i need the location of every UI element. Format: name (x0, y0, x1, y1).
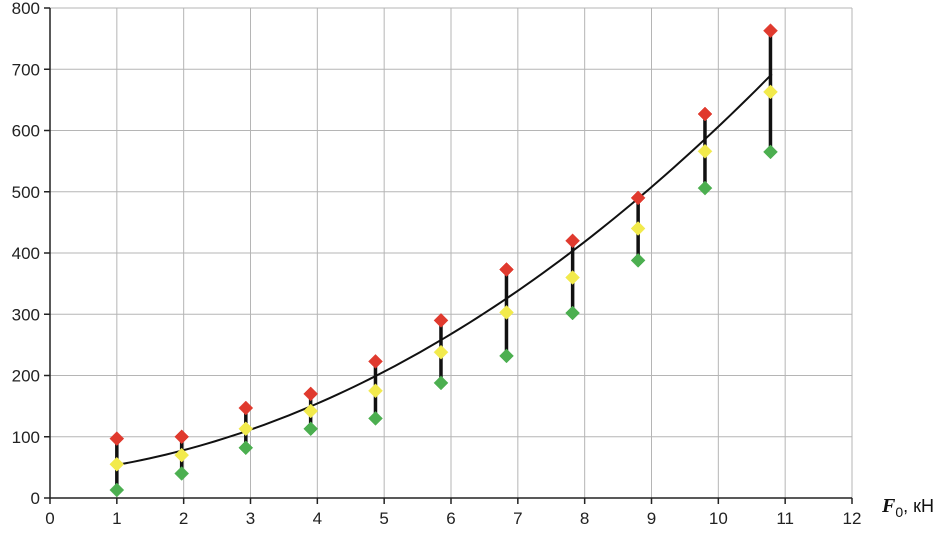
x-tick-label: 12 (843, 509, 862, 528)
marker-lower (174, 466, 190, 481)
x-axis-unit: , кН (903, 496, 934, 516)
marker-lower (630, 253, 646, 268)
x-axis-title: F0, кН (881, 495, 934, 520)
x-tick-label: 3 (246, 509, 255, 528)
marker-upper (368, 354, 383, 369)
x-tick-label: 10 (709, 509, 728, 528)
trend-curve (116, 73, 773, 466)
marker-mean (565, 270, 580, 285)
marker-upper (109, 431, 125, 446)
x-axis-subscript: 0 (895, 504, 903, 520)
markers (109, 23, 778, 498)
grid (49, 7, 853, 499)
marker-upper (433, 313, 449, 328)
marker-lower (565, 305, 580, 321)
y-tick-label: 300 (12, 305, 40, 324)
x-tick-label: 4 (313, 509, 322, 528)
y-tick-label: 700 (12, 60, 40, 79)
marker-upper (763, 23, 778, 39)
marker-lower (697, 180, 713, 196)
x-tick-label: 0 (45, 509, 54, 528)
x-tick-label: 2 (179, 509, 188, 528)
marker-upper (565, 233, 580, 249)
y-tick-label: 400 (12, 244, 40, 263)
y-tick-label: 0 (31, 489, 40, 508)
x-tick-label: 11 (776, 509, 794, 528)
marker-lower (109, 482, 125, 498)
marker-mean (763, 84, 778, 100)
marker-mean (697, 143, 713, 159)
marker-mean (109, 456, 125, 472)
marker-upper (630, 190, 646, 206)
marker-mean (499, 305, 514, 320)
x-tick-label: 9 (647, 509, 656, 528)
marker-lower (433, 375, 449, 391)
marker-mean (238, 421, 254, 437)
marker-mean (630, 221, 646, 236)
y-tick-label: 800 (12, 0, 40, 18)
x-tick-label: 8 (580, 509, 589, 528)
marker-lower (499, 348, 514, 364)
y-tick-label: 500 (12, 183, 40, 202)
marker-lower (368, 411, 383, 426)
y-tick-label: 100 (12, 428, 40, 447)
x-tick-label: 7 (513, 509, 522, 528)
marker-lower (238, 440, 254, 456)
marker-upper (238, 400, 254, 416)
marker-mean (433, 344, 449, 360)
marker-upper (697, 106, 713, 122)
x-tick-label: 6 (446, 509, 455, 528)
marker-mean (303, 403, 319, 419)
marker-lower (303, 421, 319, 437)
marker-upper (499, 262, 514, 277)
marker-lower (763, 144, 778, 160)
x-tick-label: 1 (112, 509, 121, 528)
marker-mean (174, 447, 190, 463)
marker-upper (174, 429, 190, 445)
tick-labels: 0 1 2 3 4 5 6 7 8 9 10 11 12010020030040050060070080… (12, 0, 862, 528)
x-tick-label: 5 (379, 509, 388, 528)
y-tick-label: 600 (12, 122, 40, 141)
trend-layer (116, 73, 773, 466)
x-axis-symbol: F (881, 495, 896, 517)
range-bars (115, 30, 773, 491)
axes (44, 7, 853, 504)
marker-mean (368, 383, 383, 399)
marker-upper (303, 386, 319, 402)
y-tick-label: 200 (12, 367, 40, 386)
